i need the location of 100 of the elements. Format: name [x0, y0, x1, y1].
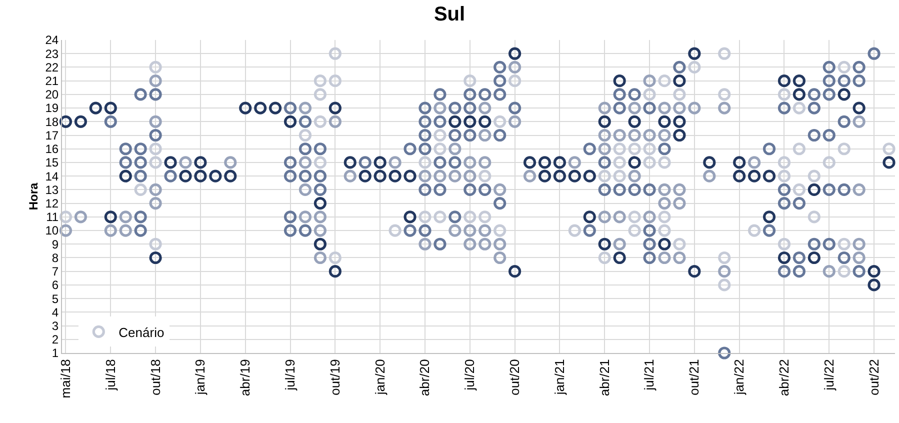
point: [733, 156, 746, 169]
point: [134, 210, 147, 224]
point: [792, 251, 806, 264]
point: [778, 74, 791, 88]
y-tick-label: 9: [52, 237, 59, 252]
point: [643, 102, 656, 114]
y-tick-label: 2: [52, 332, 59, 347]
point: [613, 142, 626, 156]
point: [298, 210, 312, 224]
point: [613, 238, 626, 250]
point: [374, 156, 386, 169]
point: [149, 88, 162, 101]
point: [478, 183, 492, 196]
point: [613, 102, 626, 114]
point: [284, 224, 297, 237]
chart-title: Sul: [434, 3, 466, 26]
point: [553, 156, 566, 169]
point: [224, 170, 237, 182]
point: [314, 183, 327, 196]
point: [284, 156, 297, 169]
point: [314, 170, 327, 182]
point: [478, 128, 492, 142]
x-tick-label: jul/18: [102, 359, 118, 392]
y-tick-label: 12: [45, 196, 59, 210]
x-tick-label: out/21: [686, 359, 702, 396]
x-tick-label: out/20: [507, 359, 522, 396]
point: [418, 238, 432, 250]
point: [748, 170, 761, 182]
x-tick-label: out/18: [148, 359, 163, 396]
point: [792, 197, 806, 210]
y-tick-label: 7: [52, 264, 59, 279]
point: [239, 102, 252, 114]
point: [718, 346, 731, 360]
point: [822, 238, 836, 250]
point: [478, 238, 492, 250]
point: [328, 115, 342, 128]
y-tick-label: 23: [45, 46, 59, 61]
point: [733, 170, 746, 182]
point: [434, 142, 446, 156]
point: [778, 102, 791, 114]
point: [388, 170, 402, 182]
point: [822, 156, 836, 169]
y-tick-label: 6: [52, 278, 59, 292]
point: [164, 156, 177, 169]
point: [568, 170, 581, 182]
point: [494, 251, 506, 264]
point: [194, 156, 207, 169]
point: [673, 197, 686, 210]
point: [89, 102, 102, 114]
x-tick-label: jul/22: [821, 359, 836, 392]
point: [464, 210, 476, 224]
y-tick-label: 10: [45, 224, 59, 238]
point: [314, 238, 327, 250]
legend-label: Cenário: [118, 324, 164, 340]
point: [868, 265, 880, 278]
point: [628, 210, 641, 224]
point: [673, 251, 686, 264]
point: [298, 170, 312, 182]
point: [418, 156, 432, 169]
point: [448, 142, 462, 156]
point: [119, 210, 132, 224]
y-tick-label: 21: [45, 74, 59, 88]
point: [792, 74, 806, 88]
point: [74, 115, 88, 128]
y-tick-label: 1: [52, 346, 59, 360]
point: [658, 251, 671, 264]
point: [494, 88, 506, 101]
point: [448, 128, 462, 142]
x-tick-label: jul/19: [282, 359, 298, 392]
point: [852, 115, 866, 128]
x-tick-label: mai/18: [58, 359, 73, 398]
point: [508, 47, 522, 60]
y-tick-label: 15: [45, 156, 59, 170]
point: [778, 183, 791, 196]
x-tick-label: jan/21: [552, 359, 567, 396]
point: [194, 170, 207, 182]
y-tick-label: 13: [45, 182, 59, 197]
point: [598, 210, 611, 224]
x-tick-label: abr/19: [238, 359, 253, 396]
point: [808, 238, 820, 250]
point: [434, 210, 446, 224]
point: [658, 238, 671, 250]
point: [314, 224, 327, 237]
x-tick-label: jan/20: [372, 359, 388, 396]
y-tick-label: 17: [45, 128, 59, 142]
point: [134, 156, 147, 169]
point: [314, 251, 327, 264]
y-tick-label: 8: [52, 250, 59, 265]
point: [822, 183, 836, 196]
x-tick-label: jul/20: [462, 359, 478, 392]
point: [598, 115, 611, 128]
point: [703, 156, 716, 169]
point: [583, 170, 596, 182]
point: [613, 74, 626, 88]
y-tick-label: 14: [45, 169, 59, 184]
point: [374, 170, 386, 182]
point: [464, 224, 476, 237]
point: [792, 88, 806, 101]
point: [643, 128, 656, 142]
point: [838, 142, 850, 156]
